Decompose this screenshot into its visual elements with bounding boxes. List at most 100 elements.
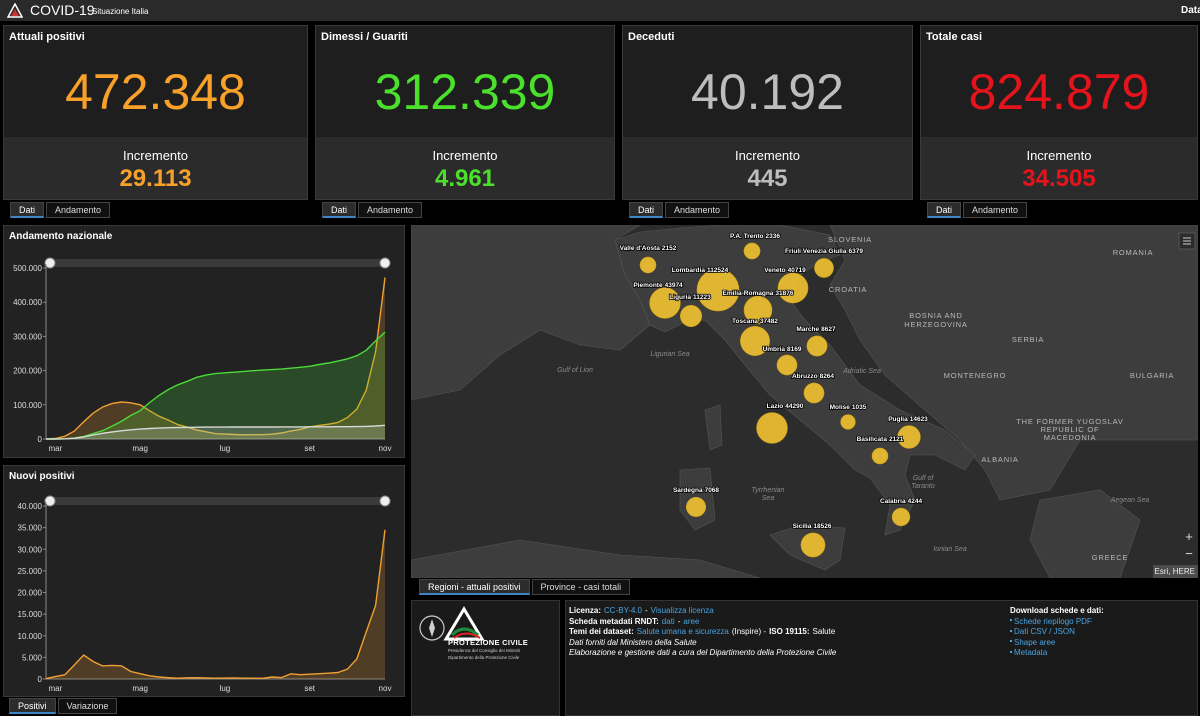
region-name: Lombardia xyxy=(672,267,706,274)
info-segment[interactable]: CC-BY-4.0 xyxy=(604,606,642,615)
region-bubble[interactable] xyxy=(756,412,788,444)
region-name: P.A. Trento xyxy=(730,233,764,240)
range-slider[interactable] xyxy=(50,259,385,267)
region-name: Lazio xyxy=(767,403,784,410)
country-label: BOSNIA AND xyxy=(909,311,962,320)
logo-icon xyxy=(7,3,23,18)
region-value: 6379 xyxy=(848,248,863,255)
tab-bar: Dati Andamento xyxy=(927,202,1029,218)
region-bubble[interactable] xyxy=(814,258,834,278)
region-name: Piemonte xyxy=(633,282,663,289)
region-bubble[interactable] xyxy=(891,507,911,527)
download-link[interactable]: Schede riepilogo PDF xyxy=(1014,616,1092,626)
region-value: 8169 xyxy=(787,346,802,353)
card-title: Totale casi xyxy=(926,31,983,43)
increment-value: 29.113 xyxy=(119,165,192,192)
tab[interactable]: Andamento xyxy=(46,202,111,218)
download-link[interactable]: Dati CSV / JSON xyxy=(1014,627,1075,636)
slider-handle[interactable] xyxy=(44,257,56,269)
x-tick-label: nov xyxy=(379,684,392,693)
region-bubble[interactable] xyxy=(696,268,740,312)
increment-value: 34.505 xyxy=(1022,165,1096,192)
stat-card: Totale casi 824.879 Incremento 34.505 xyxy=(920,25,1198,200)
region-bubble[interactable] xyxy=(803,382,825,404)
region-bubble[interactable] xyxy=(743,295,773,325)
region-bubble[interactable] xyxy=(685,496,707,518)
region-bubble[interactable] xyxy=(743,242,761,260)
region-bubble[interactable] xyxy=(800,532,826,558)
downloads-title: Download schede e dati: xyxy=(1010,606,1104,615)
tab[interactable]: Dati xyxy=(10,202,45,218)
region-name: Umbria xyxy=(763,346,786,353)
y-tick-label: 25.000 xyxy=(18,567,43,576)
tab[interactable]: Positivi xyxy=(9,698,56,714)
region-bubble[interactable] xyxy=(639,256,657,274)
tab[interactable]: Regioni - attuali positivi xyxy=(419,579,530,595)
series-area xyxy=(46,529,385,679)
map-panel: SLOVENIA ROMANIA CROATIA BOSNIA AND HERZEGOV… xyxy=(411,225,1198,578)
tab[interactable]: Andamento xyxy=(963,202,1028,218)
layer-list-button[interactable] xyxy=(1178,232,1196,250)
region-bubble[interactable] xyxy=(649,287,681,319)
y-tick-label: 0 xyxy=(38,435,43,444)
tab[interactable]: Dati xyxy=(322,202,357,218)
zoom-button[interactable] xyxy=(1181,546,1197,562)
x-tick-label: nov xyxy=(379,444,392,453)
series-line xyxy=(45,277,386,440)
map[interactable]: SLOVENIA ROMANIA CROATIA BOSNIA ANDHERZEGOV… xyxy=(411,225,1198,578)
info-segment: - xyxy=(677,616,681,626)
download-item: Metadata xyxy=(1010,648,1190,659)
logo xyxy=(419,606,485,641)
region-bubble[interactable] xyxy=(840,414,856,430)
region-name: Basilicata xyxy=(857,436,888,443)
info-segment[interactable]: Visualizza licenza xyxy=(650,606,714,615)
region-bubble[interactable] xyxy=(871,447,889,465)
info-segment: Licenza: xyxy=(569,606,602,615)
region-bubble[interactable] xyxy=(777,272,809,304)
info-segment[interactable]: Salute umana e sicurezza xyxy=(636,627,729,636)
tab[interactable]: Variazione xyxy=(57,698,118,714)
region-bubble[interactable] xyxy=(806,335,828,357)
tab[interactable]: Dati xyxy=(629,202,664,218)
downloads: Download schede e dati: Schede riepilogo … xyxy=(1010,606,1190,659)
top-bar: COVID-19 Situazione Italia Data xyxy=(0,0,1200,21)
tab[interactable]: Andamento xyxy=(358,202,423,218)
y-tick-label: 20.000 xyxy=(18,589,43,598)
region-label: Molise 1035 xyxy=(830,404,867,411)
country-label: MONTENEGRO xyxy=(944,371,1007,380)
sea-label: Tyrrhenian xyxy=(752,487,785,494)
land xyxy=(411,225,651,401)
zoom-label[interactable]: − xyxy=(1185,546,1193,561)
region-name: Friuli Venezia Giulia xyxy=(785,248,847,255)
y-tick-label: 0 xyxy=(38,675,43,684)
slider-handle[interactable] xyxy=(44,495,56,507)
tab[interactable]: Dati xyxy=(927,202,962,218)
range-slider[interactable] xyxy=(50,497,385,505)
chart: Andamento nazionale 0 100.000 200.000 300.00… xyxy=(9,231,392,453)
region-bubble[interactable] xyxy=(897,425,921,449)
region-bubble[interactable] xyxy=(776,354,798,376)
land xyxy=(411,539,761,578)
y-tick-label: 10.000 xyxy=(18,632,43,641)
download-link[interactable]: Shape aree xyxy=(1014,637,1056,647)
download-link[interactable]: Metadata xyxy=(1014,648,1048,657)
country-label: CROATIA xyxy=(829,285,867,294)
sea-label: Aegean Sea xyxy=(1110,497,1150,504)
region-bubble[interactable] xyxy=(740,326,770,356)
bullet-dot xyxy=(1010,629,1012,632)
region-value: 8264 xyxy=(820,373,835,380)
tab-bar: Dati Andamento xyxy=(10,202,112,218)
x-tick-label: mag xyxy=(132,444,148,453)
region-bubble[interactable] xyxy=(679,304,703,328)
x-tick-label: mag xyxy=(132,684,148,693)
tab[interactable]: Province - casi totali xyxy=(531,579,631,595)
tab[interactable]: Andamento xyxy=(665,202,730,218)
slider-handle[interactable] xyxy=(379,257,391,269)
slider-handle[interactable] xyxy=(379,495,391,507)
info-segment[interactable]: dati xyxy=(661,616,675,626)
info-segment[interactable]: aree xyxy=(683,616,700,626)
country-label: GREECE xyxy=(1092,553,1128,562)
chart-panel: Andamento nazionale 0 100.000 200.000 300.00… xyxy=(3,225,405,458)
zoom-label[interactable]: + xyxy=(1185,529,1193,544)
zoom-button[interactable] xyxy=(1181,529,1197,545)
